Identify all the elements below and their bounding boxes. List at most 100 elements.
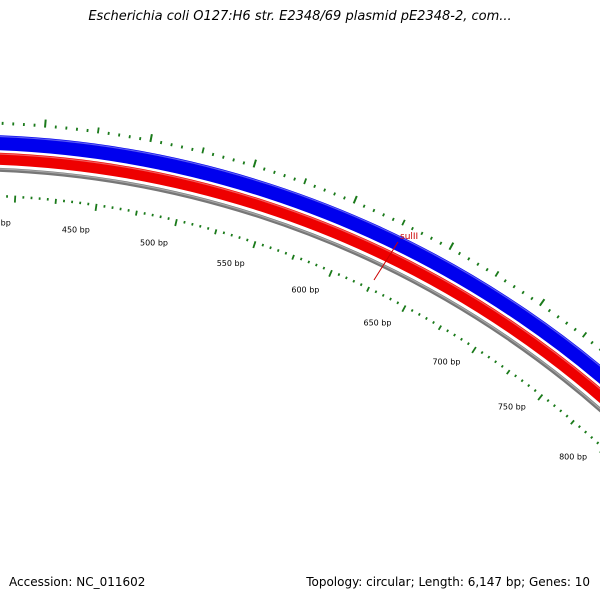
- inner-tick: [199, 224, 202, 228]
- inner-tick: [315, 263, 318, 267]
- inner-tick: [252, 241, 257, 249]
- inner-tick: [322, 266, 326, 270]
- outer-tick: [448, 242, 455, 251]
- sequence-backbone[interactable]: [0, 167, 600, 516]
- outer-tick: [262, 167, 266, 171]
- inner-tick: [261, 243, 265, 247]
- inner-tick: [432, 320, 435, 325]
- inner-tick: [345, 276, 348, 280]
- outer-tick: [429, 236, 433, 241]
- inner-tick: [389, 297, 392, 301]
- outer-tick: [547, 308, 552, 313]
- outer-tick: [96, 127, 100, 134]
- inner-tick: [446, 329, 449, 333]
- outer-tick: [476, 262, 480, 266]
- outer-tick: [582, 331, 588, 338]
- outer-tick: [573, 327, 577, 332]
- inner-tick: [183, 220, 186, 224]
- inner-tick: [527, 384, 531, 388]
- inner-tick-ring: [6, 195, 600, 453]
- inner-tick: [230, 233, 233, 237]
- outer-tick: [323, 188, 327, 192]
- inner-tick: [359, 283, 363, 287]
- inner-tick: [167, 217, 170, 220]
- outer-tick: [201, 147, 205, 154]
- outer-tick: [372, 208, 376, 213]
- map-tracks: [0, 135, 600, 516]
- outer-tick: [180, 145, 184, 149]
- outer-tick: [565, 321, 569, 325]
- outer-tick: [232, 158, 235, 162]
- inner-tick: [596, 441, 600, 445]
- outer-tick: [485, 267, 489, 272]
- outer-tick: [539, 298, 546, 307]
- inner-tick: [291, 254, 295, 260]
- inner-tick: [506, 369, 511, 375]
- outer-tick: [303, 178, 308, 185]
- ruler-label: 800 bp: [559, 453, 587, 462]
- outer-tick: [343, 196, 346, 200]
- gene-label-leader: [373, 241, 399, 281]
- outer-tick: [242, 161, 246, 165]
- inner-tick: [453, 333, 456, 337]
- inner-tick: [500, 364, 504, 368]
- inner-tick: [246, 238, 249, 242]
- inner-tick: [206, 226, 210, 230]
- inner-tick: [494, 360, 498, 364]
- reverse-strand-track[interactable]: [0, 152, 600, 509]
- inner-tick: [299, 257, 303, 261]
- outer-tick: [503, 279, 507, 283]
- inner-tick: [284, 251, 288, 255]
- outer-tick: [382, 213, 386, 217]
- inner-tick: [54, 198, 57, 204]
- inner-tick: [584, 430, 588, 434]
- inner-tick: [337, 273, 341, 277]
- outer-tick: [420, 231, 424, 236]
- outer-tick-ring: [1, 119, 600, 351]
- ruler-label: 450 bp: [62, 225, 90, 234]
- outer-tick: [556, 315, 560, 319]
- inner-tick: [552, 404, 556, 408]
- outer-tick: [191, 147, 194, 152]
- map-title: Escherichia coli O127:H6 str. E2348/69 p…: [88, 9, 512, 24]
- inner-tick: [328, 269, 333, 277]
- inner-tick: [471, 346, 477, 354]
- map-summary-label: Topology: circular; Length: 6,147 bp; Ge…: [306, 575, 590, 589]
- inner-tick: [214, 229, 218, 235]
- outer-tick: [128, 135, 131, 139]
- outer-tick: [293, 177, 296, 181]
- outer-tick: [352, 195, 358, 204]
- inner-tick: [238, 236, 241, 240]
- outer-tick: [252, 159, 257, 168]
- inner-tick: [437, 325, 442, 331]
- inner-tick: [590, 435, 594, 440]
- gene-label-sulII[interactable]: sulII: [400, 232, 418, 242]
- ruler-label: 500 bp: [140, 239, 168, 248]
- outer-tick: [159, 140, 163, 145]
- outer-tick: [439, 241, 443, 246]
- outer-tick: [283, 173, 286, 178]
- inner-tick: [533, 388, 537, 393]
- inner-tick: [352, 279, 356, 283]
- outer-tick: [170, 143, 173, 147]
- inner-tick: [381, 293, 385, 297]
- outer-tick: [467, 257, 471, 261]
- outer-tick: [273, 170, 276, 175]
- forward-strand-track[interactable]: [0, 135, 600, 499]
- outer-tick: [362, 204, 366, 208]
- inner-tick: [94, 203, 98, 211]
- inner-tick: [520, 379, 524, 383]
- outer-tick: [521, 290, 525, 295]
- ruler-label: 750 bp: [498, 402, 526, 411]
- inner-tick: [577, 425, 581, 429]
- outer-tick: [149, 133, 153, 143]
- inner-tick: [487, 355, 491, 359]
- outer-tick: [530, 296, 534, 301]
- outer-tick: [457, 251, 462, 256]
- outer-tick: [139, 136, 142, 141]
- inner-tick: [514, 374, 518, 378]
- inner-tick: [460, 337, 463, 341]
- inner-tick: [159, 215, 162, 219]
